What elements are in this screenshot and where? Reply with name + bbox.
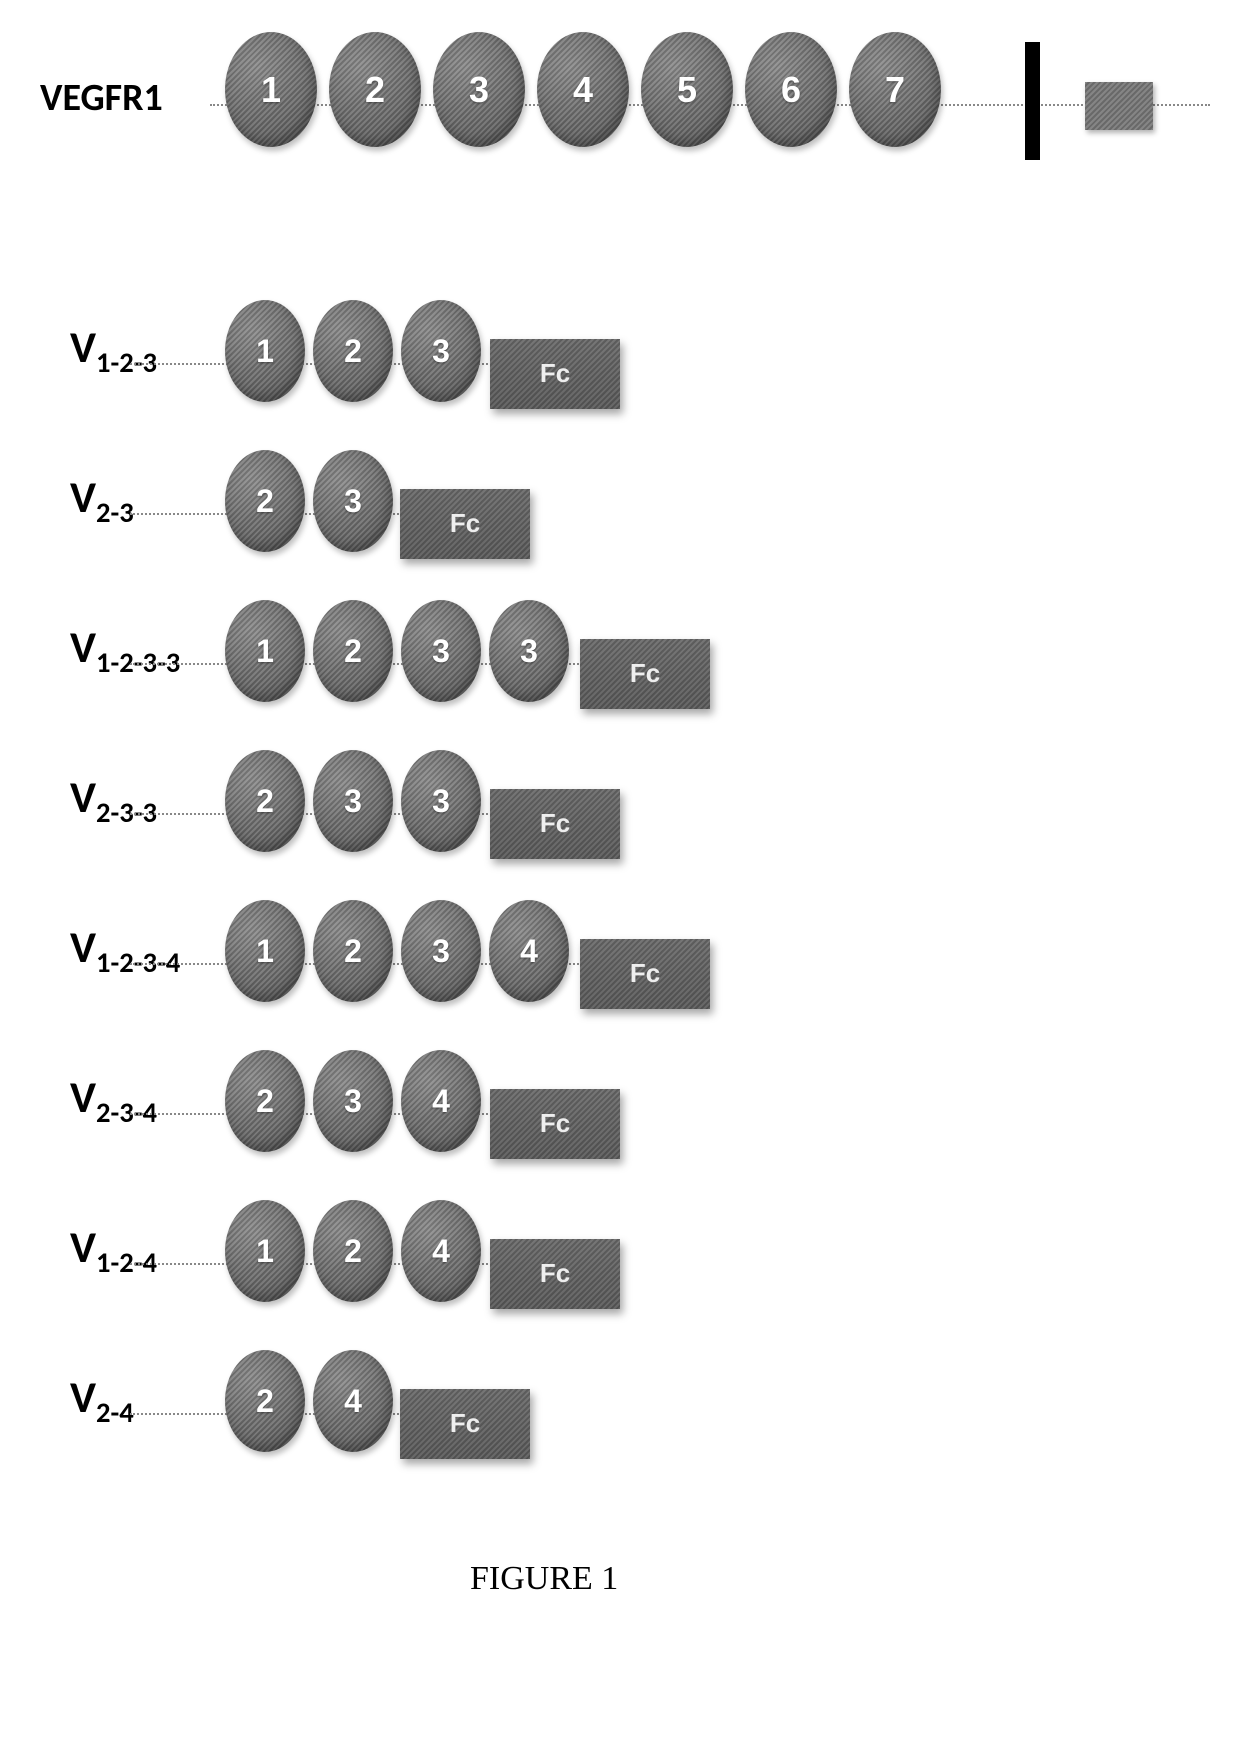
construct-2-3-3-domain-3: 3 bbox=[401, 750, 481, 852]
construct-2-4-domain-2: 2 bbox=[225, 1350, 305, 1452]
construct-2-3-4-domain-4: 4 bbox=[401, 1050, 481, 1152]
construct-1-2-3-3-fc-box: Fc bbox=[580, 639, 710, 709]
construct-label-1-2-3-4: V1-2-3-4 bbox=[70, 920, 180, 980]
construct-2-3-3-domain-2: 2 bbox=[225, 750, 305, 852]
construct-domains-2-3-3: 233 bbox=[225, 750, 481, 852]
vegfr1-domain-2: 2 bbox=[329, 32, 421, 147]
construct-2-3-4-fc-box: Fc bbox=[490, 1089, 620, 1159]
vegfr1-domain-5: 5 bbox=[641, 32, 733, 147]
construct-label-1-2-3: V1-2-3 bbox=[70, 320, 157, 380]
construct-label-1-2-3-3: V1-2-3-3 bbox=[70, 620, 180, 680]
construct-label-main: V bbox=[70, 320, 96, 374]
construct-1-2-3-3-domain-2: 2 bbox=[313, 600, 393, 702]
construct-label-main: V bbox=[70, 1370, 96, 1424]
construct-1-2-3-4-domain-3: 3 bbox=[401, 900, 481, 1002]
construct-1-2-4-domain-2: 2 bbox=[313, 1200, 393, 1302]
construct-label-main: V bbox=[70, 770, 96, 824]
construct-2-3-4-domain-2: 2 bbox=[225, 1050, 305, 1152]
construct-2-3-domain-3: 3 bbox=[313, 450, 393, 552]
construct-label-sub: 2-3 bbox=[96, 495, 134, 530]
construct-1-2-3-4-domain-1: 1 bbox=[225, 900, 305, 1002]
vegfr1-domain-1: 1 bbox=[225, 32, 317, 147]
construct-1-2-4-domain-1: 1 bbox=[225, 1200, 305, 1302]
vegfr1-label: VEGFR1 bbox=[40, 75, 163, 121]
construct-1-2-4-fc-box: Fc bbox=[490, 1239, 620, 1309]
construct-2-4-fc-box: Fc bbox=[400, 1389, 530, 1459]
construct-1-2-3-4-domain-2: 2 bbox=[313, 900, 393, 1002]
construct-1-2-3-fc-box: Fc bbox=[490, 339, 620, 409]
construct-label-2-3: V2-3 bbox=[70, 470, 134, 530]
vegfr1-domain-7: 7 bbox=[849, 32, 941, 147]
construct-1-2-3-3-domain-3: 3 bbox=[489, 600, 569, 702]
construct-label-2-3-3: V2-3-3 bbox=[70, 770, 157, 830]
construct-domains-1-2-3: 123 bbox=[225, 300, 481, 402]
construct-2-3-domain-2: 2 bbox=[225, 450, 305, 552]
vegfr1-domain-4: 4 bbox=[537, 32, 629, 147]
construct-domains-1-2-3-4: 1234 bbox=[225, 900, 569, 1002]
construct-1-2-3-3-domain-1: 1 bbox=[225, 600, 305, 702]
construct-1-2-3-4-fc-box: Fc bbox=[580, 939, 710, 1009]
construct-domains-2-3: 23 bbox=[225, 450, 393, 552]
construct-1-2-3-domain-1: 1 bbox=[225, 300, 305, 402]
construct-label-main: V bbox=[70, 620, 96, 674]
construct-label-sub: 2-4 bbox=[96, 1395, 134, 1430]
construct-2-3-4-domain-3: 3 bbox=[313, 1050, 393, 1152]
construct-2-4-domain-4: 4 bbox=[313, 1350, 393, 1452]
construct-label-main: V bbox=[70, 1070, 96, 1124]
vegfr1-domain-3: 3 bbox=[433, 32, 525, 147]
construct-2-3-3-fc-box: Fc bbox=[490, 789, 620, 859]
vegfr1-transmembrane-bar bbox=[1025, 42, 1040, 160]
construct-label-2-3-4: V2-3-4 bbox=[70, 1070, 157, 1130]
construct-label-main: V bbox=[70, 1220, 96, 1274]
construct-1-2-4-domain-4: 4 bbox=[401, 1200, 481, 1302]
construct-domains-2-3-4: 234 bbox=[225, 1050, 481, 1152]
construct-domains-2-4: 24 bbox=[225, 1350, 393, 1452]
construct-1-2-3-domain-2: 2 bbox=[313, 300, 393, 402]
vegfr1-cytoplasmic-box bbox=[1085, 82, 1153, 130]
construct-1-2-3-3-domain-3: 3 bbox=[401, 600, 481, 702]
construct-domains-1-2-4: 124 bbox=[225, 1200, 481, 1302]
construct-label-2-4: V2-4 bbox=[70, 1370, 134, 1430]
construct-label-main: V bbox=[70, 470, 96, 524]
vegfr1-domain-6: 6 bbox=[745, 32, 837, 147]
construct-2-3-3-domain-3: 3 bbox=[313, 750, 393, 852]
vegfr1-domains: 1234567 bbox=[225, 32, 941, 147]
construct-label-main: V bbox=[70, 920, 96, 974]
figure-caption: FIGURE 1 bbox=[470, 1560, 618, 1598]
construct-1-2-3-4-domain-4: 4 bbox=[489, 900, 569, 1002]
construct-2-3-fc-box: Fc bbox=[400, 489, 530, 559]
construct-1-2-3-domain-3: 3 bbox=[401, 300, 481, 402]
construct-domains-1-2-3-3: 1233 bbox=[225, 600, 569, 702]
construct-label-1-2-4: V1-2-4 bbox=[70, 1220, 157, 1280]
